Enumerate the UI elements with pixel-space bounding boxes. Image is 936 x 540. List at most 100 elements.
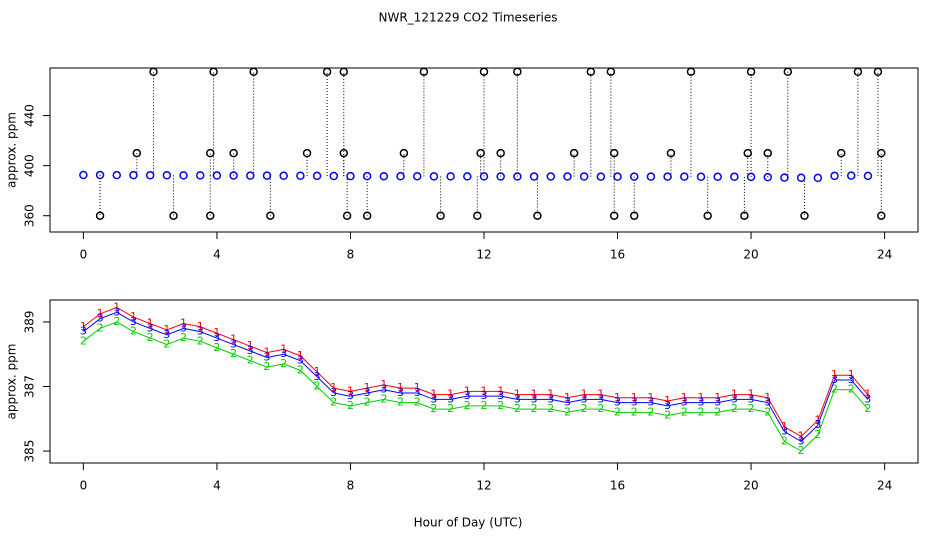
point-marker: 2 [247, 354, 254, 367]
point [533, 211, 542, 220]
point-marker: 3 [581, 392, 588, 405]
point [95, 211, 105, 220]
point [529, 172, 539, 181]
point-marker: 1 [280, 342, 287, 355]
y-tick-label: 389 [23, 310, 37, 333]
point-marker: 2 [714, 405, 721, 418]
point-marker: 2 [80, 334, 87, 347]
point [346, 171, 355, 181]
point [296, 171, 305, 181]
point-marker: 1 [180, 317, 187, 330]
point [329, 171, 339, 181]
point-marker: 1 [564, 391, 571, 404]
point [266, 211, 275, 220]
point [563, 172, 572, 181]
point-marker: 3 [531, 392, 538, 405]
point [249, 67, 258, 77]
point-marker: 3 [397, 386, 404, 399]
point-marker: 3 [430, 392, 437, 405]
point [229, 148, 238, 158]
y-axis-label: approx. ppm [5, 344, 19, 420]
point-marker: 3 [447, 392, 454, 405]
point-marker: 2 [531, 402, 538, 415]
point [609, 148, 619, 158]
point-marker: 1 [364, 381, 371, 394]
point [496, 148, 505, 158]
point-marker: 2 [414, 396, 421, 409]
point-marker: 3 [197, 325, 204, 338]
point-marker: 2 [764, 405, 771, 418]
point-marker: 1 [113, 300, 120, 313]
point-marker: 3 [764, 396, 771, 409]
point-marker: 2 [113, 315, 120, 328]
point-marker: 2 [647, 405, 654, 418]
point-marker: 1 [297, 349, 304, 362]
point [212, 171, 222, 180]
point-marker: 3 [681, 396, 688, 409]
x-tick-label: 0 [80, 479, 88, 493]
point [412, 172, 422, 181]
point-marker: 3 [297, 354, 304, 367]
point [339, 148, 349, 158]
x-tick-label: 4 [213, 248, 221, 262]
point-marker: 1 [464, 384, 471, 397]
point-marker: 3 [614, 396, 621, 409]
point [436, 211, 445, 220]
y-tick-label: 360 [23, 204, 37, 227]
point-marker: 3 [464, 389, 471, 402]
point-marker: 3 [347, 389, 354, 402]
series-line [83, 306, 869, 438]
point-marker: 2 [864, 402, 871, 415]
point-marker: 1 [230, 333, 237, 346]
point-marker: 1 [531, 388, 538, 401]
point-marker: 2 [698, 405, 705, 418]
point [463, 172, 472, 181]
point-marker: 2 [464, 399, 471, 412]
x-axis-label: Hour of Day (UTC) [414, 516, 523, 530]
point [195, 171, 205, 180]
point-marker: 2 [280, 357, 287, 370]
point-marker: 3 [314, 370, 321, 383]
point-marker: 1 [264, 346, 271, 359]
point-marker: 3 [731, 392, 738, 405]
point-marker: 3 [798, 434, 805, 447]
series-line [83, 311, 869, 442]
point-marker: 1 [414, 381, 421, 394]
point-marker: 1 [547, 388, 554, 401]
point-marker: 1 [430, 388, 437, 401]
point-marker: 3 [213, 331, 220, 344]
point [209, 67, 218, 77]
point [629, 211, 639, 220]
point-marker: 2 [831, 383, 838, 396]
point-marker: 3 [280, 347, 287, 360]
point [379, 172, 389, 181]
point-marker: 2 [163, 338, 170, 351]
point-marker: 3 [264, 350, 271, 363]
point [342, 211, 352, 220]
point [546, 172, 556, 181]
point-marker: 2 [314, 380, 321, 393]
point-marker: 2 [330, 396, 337, 409]
y-tick-label: 385 [23, 440, 37, 463]
point [680, 172, 689, 181]
point-marker: 3 [597, 392, 604, 405]
point-marker: 1 [397, 381, 404, 394]
point-marker: 3 [247, 344, 254, 357]
point-marker: 1 [97, 307, 104, 320]
point [730, 172, 739, 182]
point [246, 171, 255, 180]
point-marker: 1 [80, 320, 87, 333]
point [362, 211, 372, 220]
point [79, 170, 88, 180]
point-marker: 3 [698, 396, 705, 409]
point-marker: 3 [781, 425, 788, 438]
x-tick-label: 16 [610, 248, 625, 262]
series-line [83, 321, 869, 452]
point [513, 67, 522, 77]
point-marker: 1 [814, 413, 821, 426]
point [476, 148, 485, 158]
point [399, 148, 409, 158]
point-marker: 2 [447, 402, 454, 415]
point-marker: 1 [447, 388, 454, 401]
x-tick-label: 8 [347, 248, 355, 262]
